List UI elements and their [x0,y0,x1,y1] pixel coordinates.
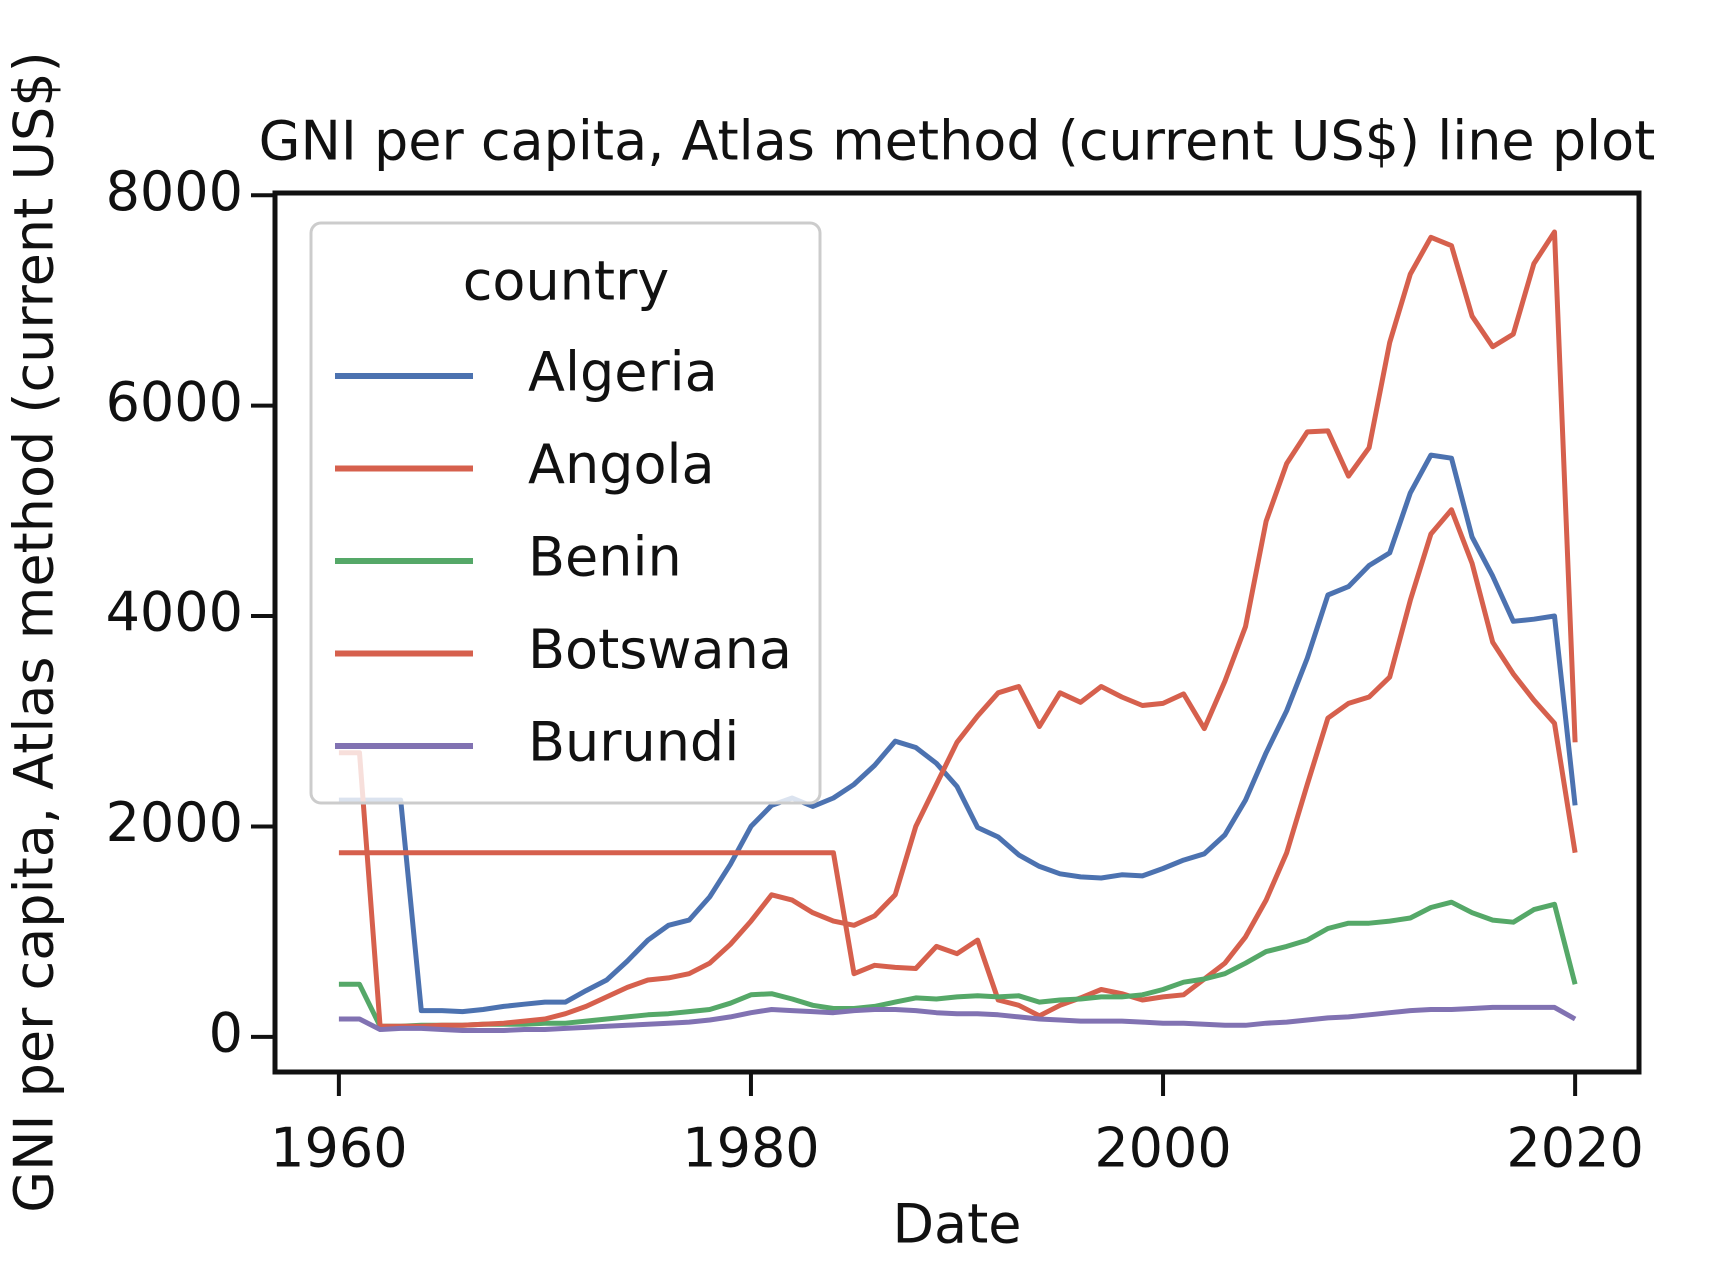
y-tick-label: 0 [209,1002,243,1065]
legend-label: Benin [528,526,682,589]
series-line [338,229,1578,1029]
x-axis-label: Date [892,1193,1021,1256]
legend-label: Burundi [528,711,739,774]
series-line [338,507,1578,1019]
y-tick-label: 6000 [106,370,243,433]
x-tick-label: 1960 [270,1117,407,1180]
series-line [338,1004,1577,1033]
y-tick-label: 2000 [106,791,243,854]
plot-frame [272,190,1642,1075]
chart-title: GNI per capita, Atlas method (current US… [259,110,1656,173]
series-line [338,452,1578,1015]
x-tick-label: 1980 [682,1117,819,1180]
legend-label: Angola [528,433,715,496]
y-tick-label: 4000 [106,581,243,644]
legend-label: Algeria [528,341,718,404]
y-axis-label: GNI per capita, Atlas method (current US… [3,51,66,1212]
y-tick-label: 8000 [106,160,243,223]
legend-box [309,221,822,805]
x-tick-label: 2020 [1506,1117,1643,1180]
series-line [338,899,1578,1029]
legend-label: Botswana [528,618,792,681]
legend-title: country [463,250,670,313]
x-tick-label: 2000 [1094,1117,1231,1180]
